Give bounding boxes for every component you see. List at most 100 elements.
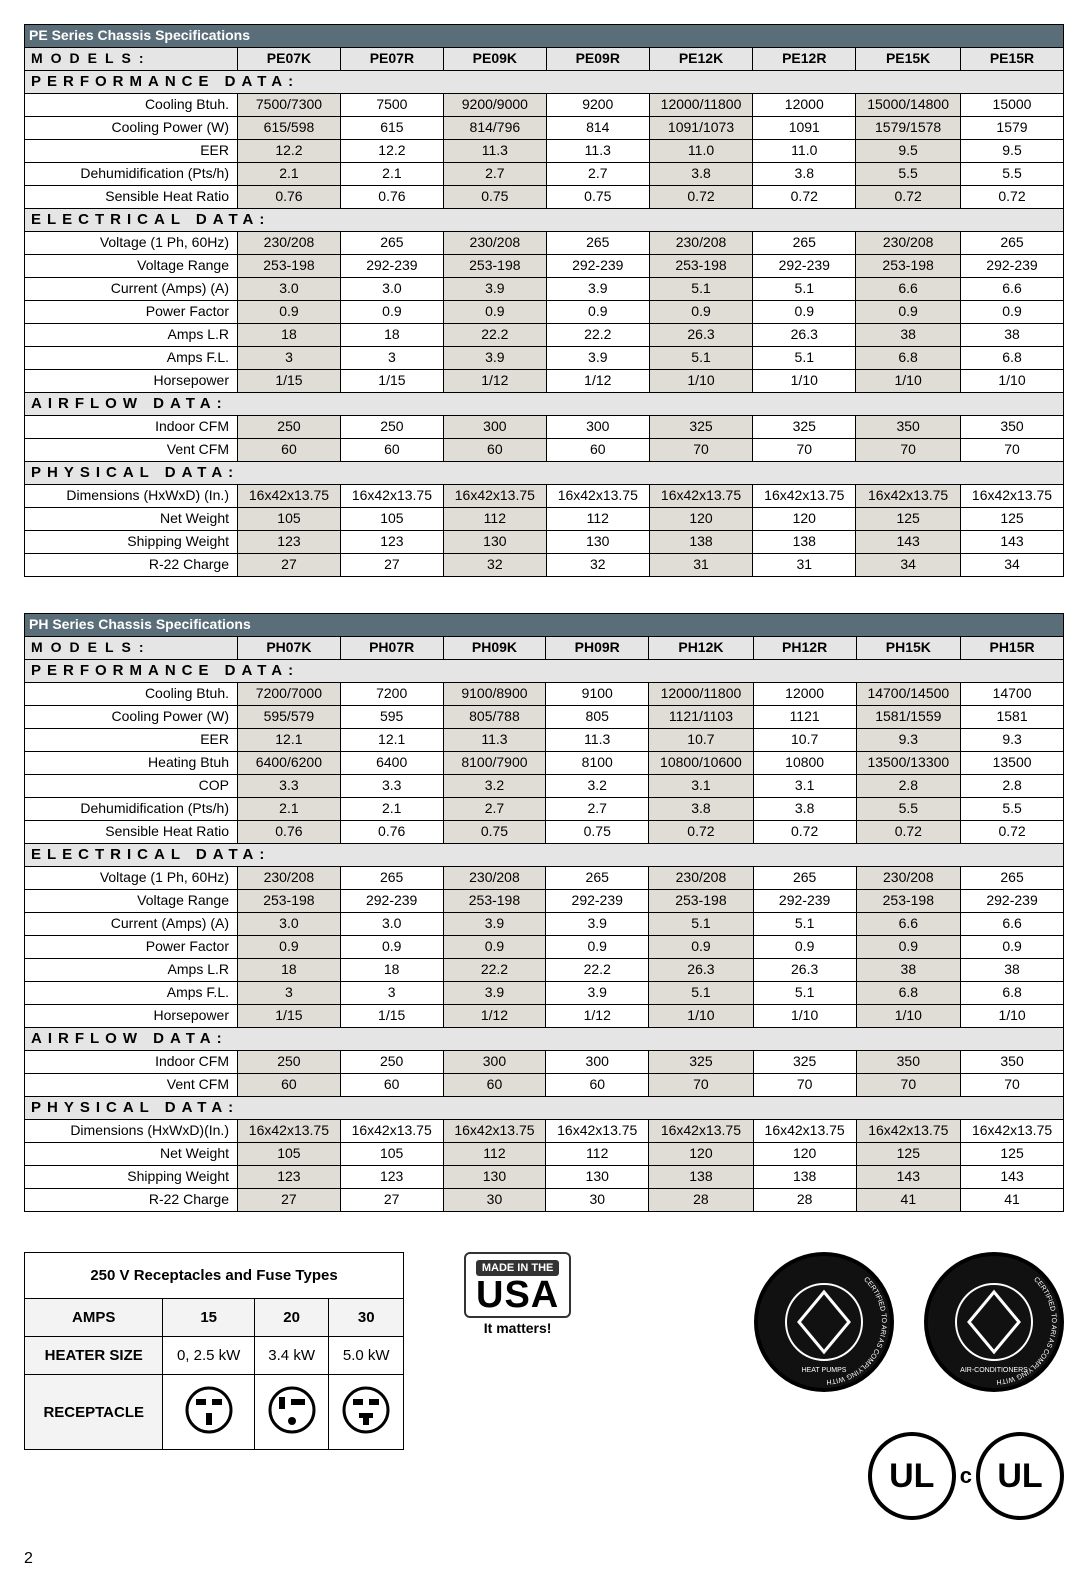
pe-cell: 0.9 [340,301,443,324]
receptacle-title: 250 V Receptacles and Fuse Types [25,1253,404,1299]
ph-cell: 3 [238,982,341,1005]
table-row: Current (Amps) (A)3.03.03.93.95.15.16.66… [25,278,1064,301]
ph-cell: 26.3 [753,959,856,982]
pe-cell: 0.9 [546,301,649,324]
pe-cell: 292-239 [546,255,649,278]
table-row: Horsepower1/151/151/121/121/101/101/101/… [25,1005,1064,1028]
pe-cell: 16x42x13.75 [546,485,649,508]
ph-cell: 595/579 [238,706,341,729]
pe-cell: 31 [649,554,753,577]
ph-cell: 105 [238,1143,341,1166]
ph-cell: 60 [443,1074,546,1097]
pe-cell: 12.2 [340,140,443,163]
pe-cell: 11.0 [753,140,856,163]
pe-cell: 253-198 [649,255,753,278]
ph-param: R-22 Charge [25,1189,238,1212]
pe-model-2: PE09K [443,48,546,71]
ph-cell: 253-198 [856,890,961,913]
ph-cell: 230/208 [238,867,341,890]
table-row: EER12.112.111.311.310.710.79.39.3 [25,729,1064,752]
ph-cell: 18 [238,959,341,982]
ph-cell: 120 [753,1143,856,1166]
ph-cell: 143 [961,1166,1064,1189]
ph-cell: 1/10 [649,1005,754,1028]
ph-cell: 0.9 [649,936,754,959]
pe-cell: 265 [753,232,856,255]
ph-cell: 0.75 [546,821,649,844]
ph-cell: 250 [340,1051,443,1074]
pe-cell: 123 [238,531,341,554]
ph-cell: 1/15 [340,1005,443,1028]
pe-cell: 0.9 [961,301,1064,324]
ul-mark-2: UL [976,1432,1064,1520]
ph-cell: 3.9 [443,913,546,936]
pe-cell: 2.7 [443,163,546,186]
pe-cell: 11.0 [649,140,753,163]
ph-param: Sensible Heat Ratio [25,821,238,844]
pe-cell: 250 [238,416,341,439]
ph-param: Voltage Range [25,890,238,913]
ph-cell: 250 [238,1051,341,1074]
ul-marks: UL c UL [868,1432,1064,1520]
pe-cell: 112 [546,508,649,531]
ph-cell: 70 [856,1074,961,1097]
pe-cell: 1/15 [238,370,341,393]
svg-text:AIR-CONDITIONERS: AIR-CONDITIONERS [960,1367,1028,1374]
pe-param: Power Factor [25,301,238,324]
pe-cell: 7500/7300 [238,94,341,117]
pe-cell: 0.9 [443,301,546,324]
ph-section-3: PHYSICAL DATA: [25,1097,1064,1120]
ph-cell: 1/15 [238,1005,341,1028]
table-row: R-22 Charge2727323231313434 [25,554,1064,577]
pe-cell: 814/796 [443,117,546,140]
table-row: Vent CFM6060606070707070 [25,1074,1064,1097]
ph-cell: 16x42x13.75 [238,1120,341,1143]
ari-heatpump-badge: CERTIFIED TO ARI AS COMPLYING WITHHEAT P… [754,1252,894,1392]
usa-badge: MADE IN THE USA It matters! [464,1252,571,1336]
pe-cell: 16x42x13.75 [340,485,443,508]
pe-param: Cooling Btuh. [25,94,238,117]
ph-param: Heating Btuh [25,752,238,775]
pe-cell: 9.5 [961,140,1064,163]
table-row: Horsepower1/151/151/121/121/101/101/101/… [25,370,1064,393]
ph-cell: 38 [961,959,1064,982]
pe-cell: 230/208 [856,232,961,255]
ph-cell: 253-198 [238,890,341,913]
pe-cell: 130 [443,531,546,554]
pe-cell: 15000 [961,94,1064,117]
ph-param: EER [25,729,238,752]
pe-cell: 125 [856,508,961,531]
pe-cell: 60 [546,439,649,462]
ph-cell: 16x42x13.75 [753,1120,856,1143]
ph-cell: 120 [649,1143,754,1166]
pe-param: Shipping Weight [25,531,238,554]
ph-cell: 3.8 [753,798,856,821]
ph-cell: 300 [546,1051,649,1074]
ph-spec-table: PH Series Chassis SpecificationsMODELS:P… [24,613,1064,1212]
pe-cell: 6.6 [961,278,1064,301]
pe-cell: 1/10 [753,370,856,393]
ph-cell: 10800/10600 [649,752,754,775]
ph-model-4: PH12K [649,637,754,660]
pe-cell: 6.8 [961,347,1064,370]
pe-cell: 2.1 [340,163,443,186]
ph-cell: 9100/8900 [443,683,546,706]
ph-cell: 0.9 [546,936,649,959]
pe-param: Cooling Power (W) [25,117,238,140]
pe-cell: 138 [649,531,753,554]
ph-cell: 265 [753,867,856,890]
ph-cell: 125 [856,1143,961,1166]
ph-cell: 2.8 [961,775,1064,798]
ph-cell: 60 [340,1074,443,1097]
table-row: Net Weight105105112112120120125125 [25,508,1064,531]
ph-cell: 70 [961,1074,1064,1097]
pe-cell: 26.3 [753,324,856,347]
pe-cell: 1/10 [856,370,961,393]
ph-param: Cooling Btuh. [25,683,238,706]
ph-cell: 9100 [546,683,649,706]
ph-cell: 7200/7000 [238,683,341,706]
ph-cell: 22.2 [546,959,649,982]
ph-model-7: PH15R [961,637,1064,660]
ph-cell: 12.1 [340,729,443,752]
pe-cell: 70 [649,439,753,462]
